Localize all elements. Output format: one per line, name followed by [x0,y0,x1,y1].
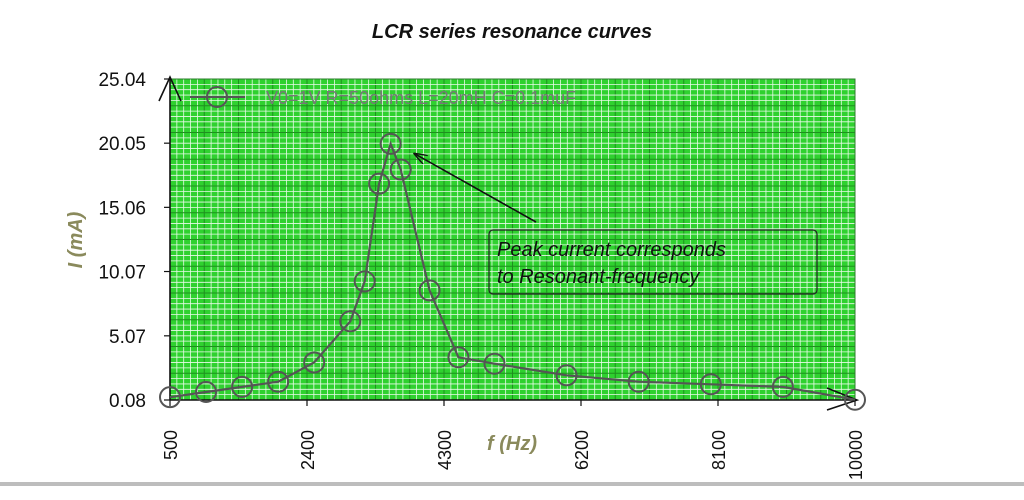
data-point [699,373,722,396]
y-tick-label: 5.07 [109,327,146,348]
annotation-box [488,229,818,295]
data-point [555,364,578,387]
data-point [379,132,402,155]
x-tick-label: 6200 [572,430,592,470]
x-tick-label: 2400 [298,430,318,470]
y-tick-labels: 0.08 5.07 10.07 15.06 20.05 25.04 [98,70,170,412]
x-tick-label: 500 [161,430,181,460]
annotation-arrow [415,154,537,223]
x-axis-label: f (Hz) [487,433,537,455]
annotation-line-1: Peak current corresponds [497,239,726,261]
x-axis-arrow [826,387,860,411]
legend: V0=1V R=50ohms L=20mH C=0.1muF [190,86,576,108]
y-axis-label: I (mA) [65,211,87,268]
x-tick-label: 4300 [435,430,455,470]
chart-title: LCR series resonance curves [372,21,652,43]
y-tick-label: 15.06 [98,198,146,219]
data-point [159,386,181,409]
data-point [339,310,362,333]
data-point [447,346,470,369]
data-point [231,375,254,398]
series-line [169,140,856,401]
data-point [368,172,391,195]
x-tick-label: 10000 [846,430,866,480]
data-point [844,388,866,411]
data-point [353,270,376,293]
axes [158,75,860,411]
data-point [303,351,326,374]
y-tick-label: 0.08 [109,391,146,412]
data-point [389,158,412,181]
legend-marker [206,86,228,108]
annotation: Peak current corresponds to Resonant-fre… [415,154,818,295]
data-point [418,279,441,302]
y-tick-label: 25.04 [98,70,146,91]
x-tick-label: 8100 [709,430,729,470]
data-point [771,375,794,398]
data-point [195,381,218,404]
legend-label: V0=1V R=50ohms L=20mH C=0.1muF [266,88,576,108]
data-point [627,370,650,393]
data-point [267,370,290,393]
y-tick-label: 20.05 [98,134,146,155]
annotation-line-2: to Resonant-frequency [497,266,700,288]
grid-lines [170,79,855,400]
x-tick-labels: 500 2400 4300 6200 8100 10000 [161,400,866,480]
data-point [483,352,506,375]
y-tick-label: 10.07 [98,263,146,284]
series-group [159,132,866,411]
bottom-divider [0,482,1024,486]
y-axis-arrow [158,75,182,102]
